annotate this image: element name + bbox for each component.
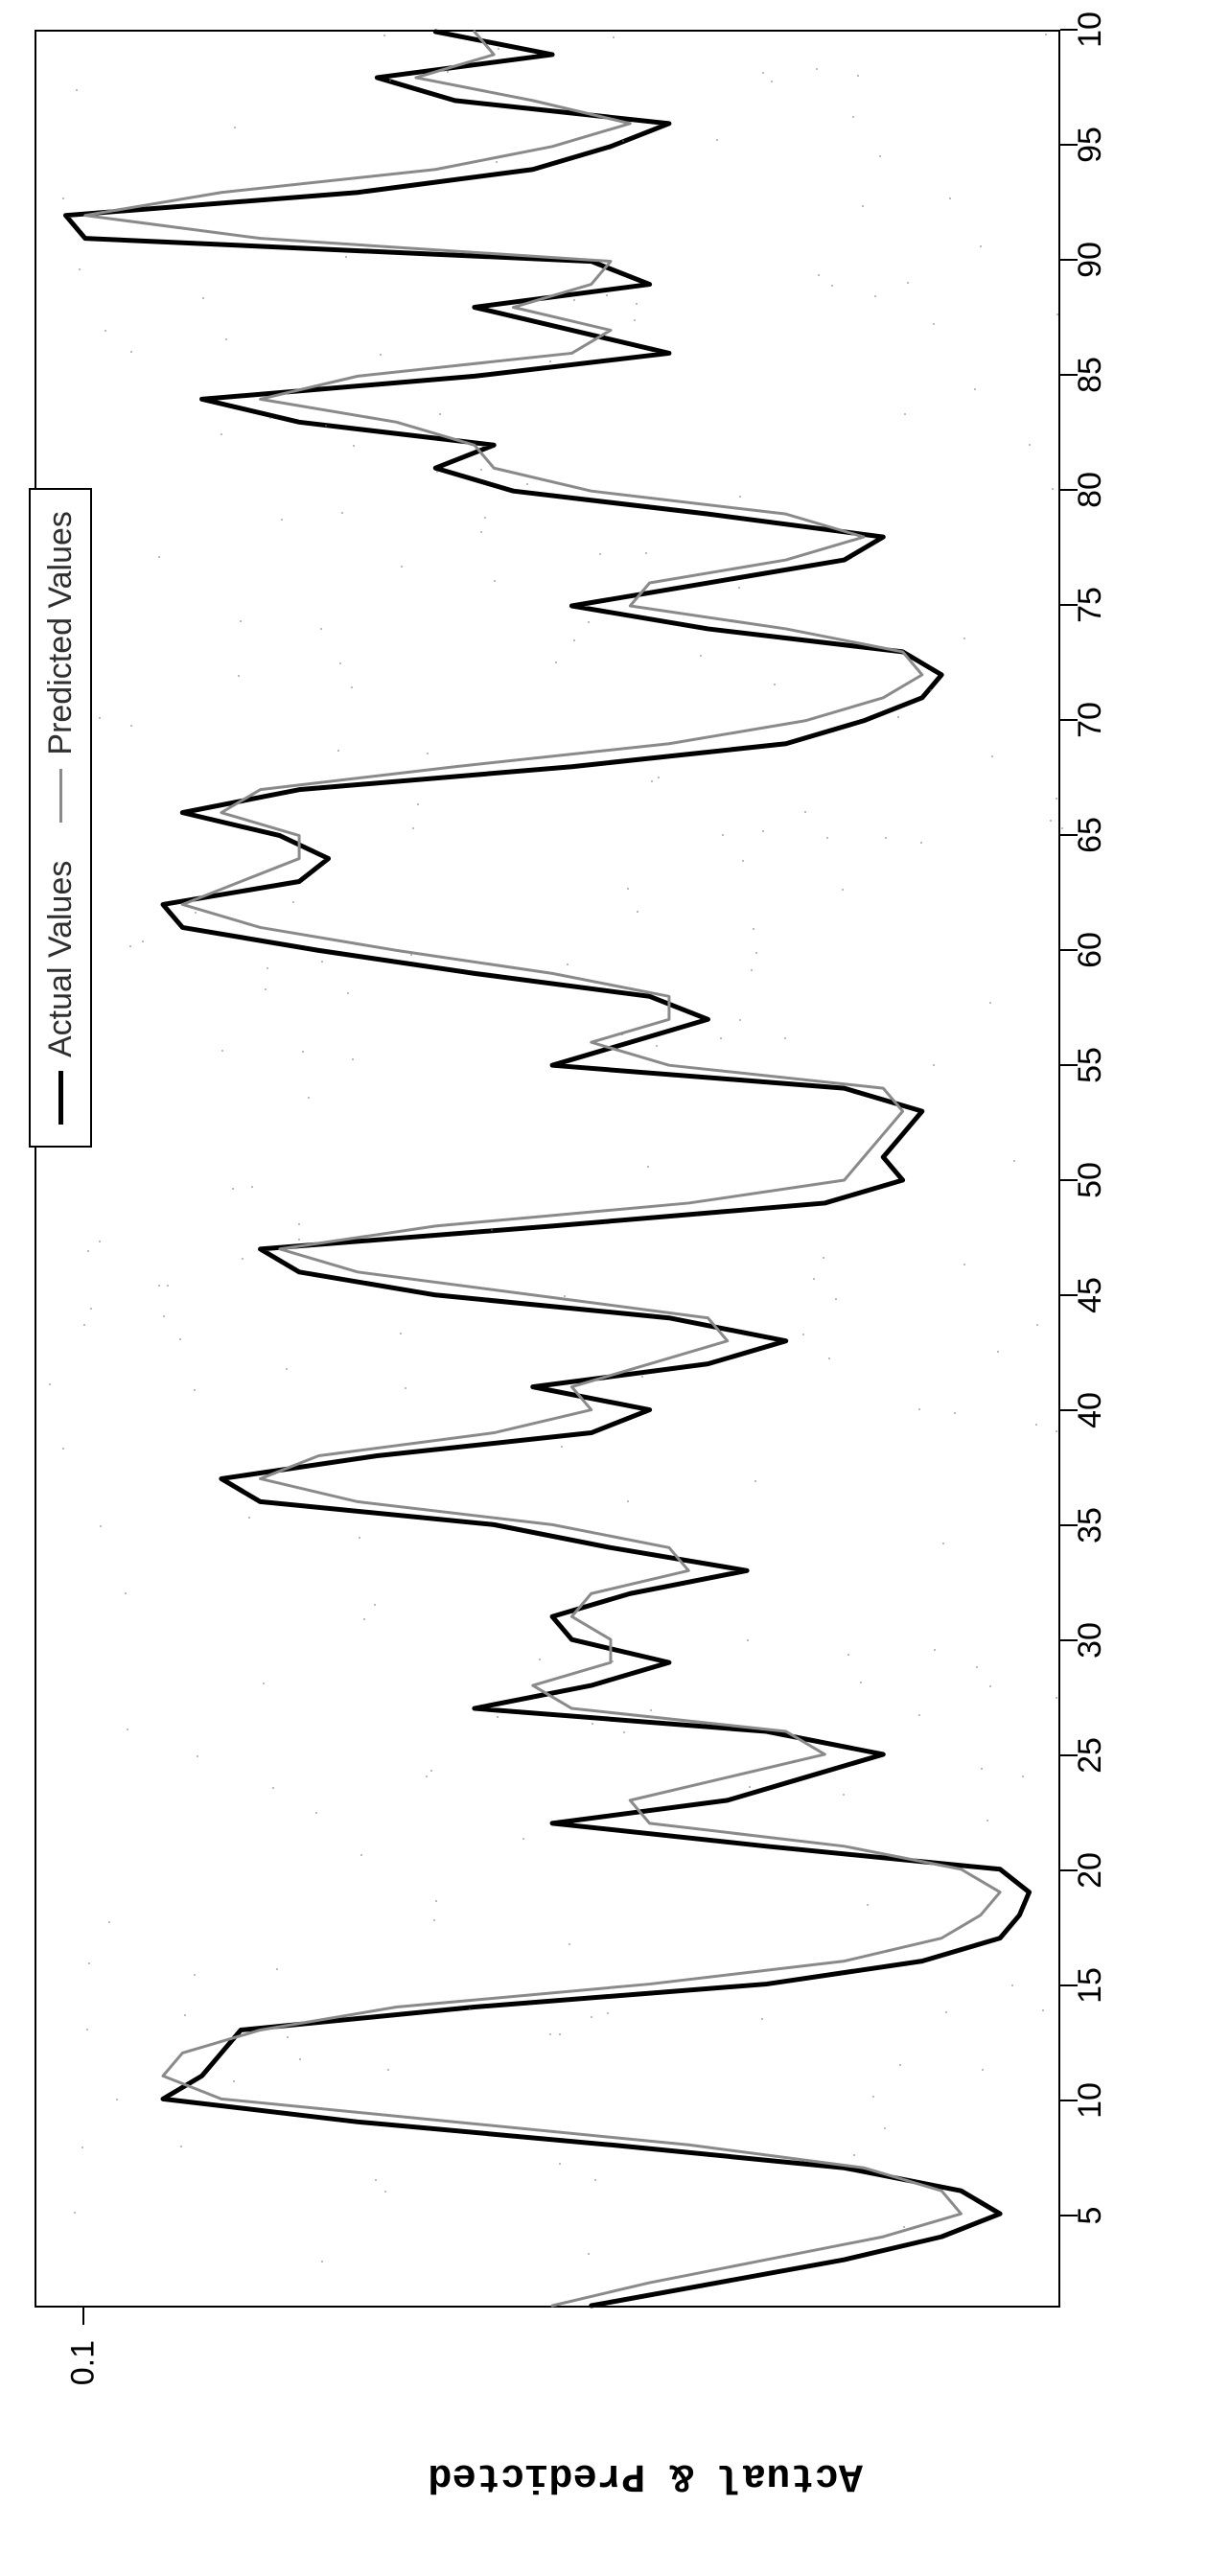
- x-tick-label: 80: [1072, 472, 1109, 508]
- x-tick-label: 90: [1072, 242, 1109, 278]
- x-tick-label: 20: [1072, 1852, 1109, 1889]
- x-tick-label: 50: [1072, 1162, 1109, 1198]
- series-line: [85, 32, 1000, 2306]
- x-tick-label: 55: [1072, 1047, 1109, 1083]
- legend-item: Actual Values: [42, 861, 80, 1125]
- y-tick: [82, 2308, 84, 2325]
- y-axis-title: Actual & Predicted: [428, 2453, 863, 2499]
- legend-swatch: [58, 1071, 63, 1125]
- x-tick-label: 65: [1072, 817, 1109, 853]
- legend-swatch: [59, 769, 62, 823]
- x-tick-label: 45: [1072, 1277, 1109, 1313]
- x-tick-label: 75: [1072, 587, 1109, 623]
- x-tick-label: 30: [1072, 1622, 1109, 1659]
- chart-frame: Actual & Predicted Actual Values Predicte…: [0, 0, 1230, 2576]
- x-tick-label: 10: [1072, 2082, 1109, 2119]
- plot-area: [35, 30, 1060, 2308]
- x-tick-label: 10: [1072, 12, 1109, 48]
- line-series-svg: [36, 32, 1058, 2306]
- legend-item: Predicted Values: [42, 511, 80, 823]
- x-tick-label: 25: [1072, 1737, 1109, 1774]
- legend: Actual Values Predicted Values: [29, 488, 92, 1148]
- x-tick-label: 60: [1072, 932, 1109, 968]
- x-tick-label: 5: [1072, 2207, 1109, 2225]
- x-tick-label: 35: [1072, 1507, 1109, 1543]
- series-line: [65, 32, 1029, 2306]
- x-tick-label: 70: [1072, 702, 1109, 738]
- x-tick-label: 15: [1072, 1967, 1109, 2004]
- x-tick-label: 95: [1072, 127, 1109, 163]
- y-tick-label: 0.1: [64, 2329, 102, 2385]
- x-tick-label: 85: [1072, 357, 1109, 393]
- x-tick-label: 40: [1072, 1392, 1109, 1428]
- legend-label: Actual Values: [42, 861, 80, 1057]
- legend-label: Predicted Values: [42, 511, 80, 755]
